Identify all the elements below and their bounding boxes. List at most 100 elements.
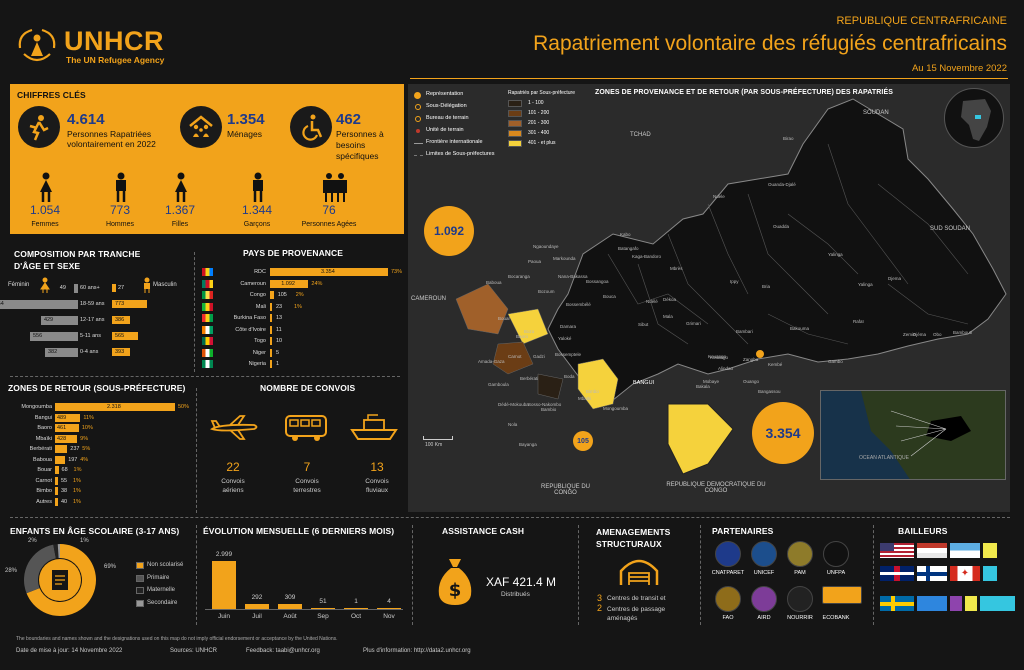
female-bar <box>40 316 78 325</box>
donut-slice <box>53 544 59 559</box>
amenagements-num1: 3 <box>597 593 603 603</box>
map-place-label: Ouango <box>743 379 760 384</box>
map-place-label: Boda <box>564 374 575 379</box>
page-title: Rapatriement volontaire des réfugiés cen… <box>533 32 1007 55</box>
month-bar <box>212 561 236 609</box>
bubble-congo-value: 105 <box>577 437 589 445</box>
menages-value: 1.354 <box>227 111 265 128</box>
legend-label: Représentation <box>426 91 464 97</box>
convoi-value: 7 <box>303 460 311 474</box>
label-soudan: SOUDAN <box>863 110 889 116</box>
divider-v1 <box>194 252 195 372</box>
legend-range-label: 401 - et plus <box>528 140 556 146</box>
donor-flags: ✦ <box>880 543 1020 623</box>
female-value: 429 <box>43 317 54 323</box>
retour-bar <box>55 455 66 464</box>
divider-v5 <box>578 525 579 625</box>
map-place-label: Zemio <box>903 332 916 337</box>
zone-name: Mbaïki <box>35 435 52 442</box>
hangar-icon <box>617 553 661 589</box>
donut-label: 69% <box>104 564 117 570</box>
legend-range: 301 - 400 <box>508 129 590 139</box>
label-cameroun: CAMEROUN <box>411 296 447 302</box>
provenance-bar <box>270 360 272 368</box>
donut-label: 2% <box>28 538 37 544</box>
month-label: Août <box>283 613 297 620</box>
map-place-label: Bakala <box>696 384 710 389</box>
provenance-bar <box>270 302 272 311</box>
amenagements-line1: Centres de transit et <box>607 595 666 602</box>
retour-pct: 50% <box>178 404 190 410</box>
country-flag <box>202 325 213 334</box>
country-name: Togo <box>254 338 266 344</box>
map-place-label: Bouar <box>498 316 511 321</box>
convoi-label: Convois fluviaux <box>365 478 389 494</box>
country-name: RDC <box>254 269 266 275</box>
provenance-bar <box>270 325 272 334</box>
partner-name: UNFPA <box>826 570 846 576</box>
country-name: Burkina Faso <box>233 315 266 321</box>
country-flag <box>202 314 213 322</box>
partner-logo <box>787 541 813 567</box>
country-flag <box>202 348 213 357</box>
demo-label: Hommes <box>105 221 134 228</box>
convois-title: NOMBRE DE CONVOIS <box>260 383 356 393</box>
cash-value: XAF 421.4 M <box>486 575 557 589</box>
male-bar <box>112 316 130 324</box>
map-place-label: Amada-Gaza <box>478 359 505 364</box>
map-place-label: Yalinga <box>858 282 873 287</box>
label-rdc: REPUBLIQUE DEMOCRATIQUE DU CONGO <box>666 482 766 494</box>
legend-label: Sous-Délégation <box>426 103 467 109</box>
legend-label: Primaire <box>147 574 170 581</box>
map-place-label: Carnot <box>508 354 522 359</box>
retour-pct: 1% <box>73 488 81 494</box>
map-scale-label: 100 Km <box>425 442 443 448</box>
footer-info[interactable]: Plus d'information: http://data2.unhcr.o… <box>363 648 471 654</box>
bubble-rdc: 3.354 <box>752 402 814 464</box>
demo-label: Filles <box>171 221 189 228</box>
map-scale <box>423 436 453 440</box>
male-bar <box>112 300 148 308</box>
partner-logo <box>823 541 849 567</box>
month-value: 1 <box>354 598 358 605</box>
country-name: REPUBLIQUE CENTRAFRICAINE <box>836 15 1007 27</box>
age-label: 60 ans+ <box>80 285 100 291</box>
provenance-bar <box>270 268 388 276</box>
retour-bar <box>55 476 58 485</box>
demo-value: 1.054 <box>29 203 61 217</box>
key-figures-title: CHIFFRES CLÉS <box>17 90 86 100</box>
map-place-label: Kembé <box>768 362 783 367</box>
convoi-value: 13 <box>370 460 384 474</box>
map-canvas <box>455 98 1007 475</box>
provenance-bar <box>270 337 272 345</box>
donut-slice <box>57 544 60 559</box>
divider-v4 <box>412 525 413 625</box>
age-label: 5-11 ans <box>80 333 101 339</box>
amenagements-title: AMENAGEMENTS STRUCTURAUX <box>596 527 671 549</box>
retour-bar <box>55 497 58 506</box>
school-donut-chart <box>24 544 96 616</box>
footer-feedback[interactable]: Feedback: taabi@unhcr.org <box>246 648 320 654</box>
legend-range-title: Rapatriés par Sous-préfecture <box>508 90 575 96</box>
provenance-value: 10 <box>276 338 283 344</box>
besoins-label: Personnes à besoins spécifiques <box>336 129 384 161</box>
rapatries-value: 4.614 <box>67 111 105 128</box>
representation-icon <box>414 92 421 99</box>
map-place-label: Ndele <box>713 194 725 199</box>
map-place-label: Bossangoa <box>586 279 609 284</box>
retour-pct: 1% <box>73 477 81 484</box>
female-value: 1.054 <box>0 301 4 307</box>
map-place-label: Berbérati <box>520 376 539 381</box>
map-legend-ranges: Rapatriés par Sous-préfecture 1 - 100 101… <box>508 90 590 149</box>
bubble-cameroun: 1.092 <box>424 206 474 256</box>
female-value: 49 <box>59 285 66 291</box>
partner-name: NOURRIR <box>787 615 813 621</box>
provenance-value: 3.354 <box>321 269 335 275</box>
legend-swatch <box>508 120 522 127</box>
logo-text: UNHCR <box>64 26 164 56</box>
retour-value: 197 <box>68 456 78 463</box>
retour-value: 55 <box>61 477 68 484</box>
female-bar <box>29 332 78 341</box>
legend-range-label: 201 - 300 <box>528 120 550 126</box>
retour-bar <box>55 466 59 474</box>
